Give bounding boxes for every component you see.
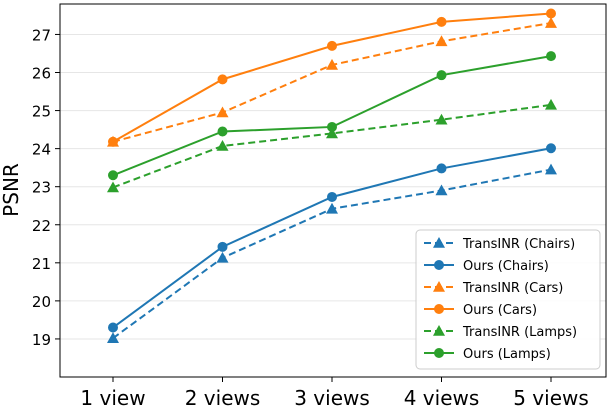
gridlines: [60, 33, 606, 340]
x-tick-label: 2 views: [185, 386, 261, 407]
legend-entry: Ours (Chairs): [424, 259, 549, 274]
data-point: [435, 113, 448, 125]
series-3: [108, 8, 556, 147]
y-tick-label: 19: [32, 331, 51, 349]
legend: TransINR (Chairs) Ours (Chairs) TransINR (…: [415, 229, 601, 370]
data-point: [545, 98, 557, 110]
legend-entry: TransINR (Lamps): [424, 325, 577, 340]
y-tick-label: 24: [32, 141, 51, 159]
legend-entry: TransINR (Cars): [424, 281, 563, 296]
y-axis: 19 20 21 22 23 24 25 26 27: [32, 26, 60, 349]
legend-label: Ours (Lamps): [463, 347, 551, 362]
series-group: [107, 8, 557, 343]
legend-marker: [433, 281, 445, 292]
series-line: [112, 103, 552, 189]
data-point: [108, 322, 118, 333]
data-point: [436, 70, 447, 81]
data-point: [545, 163, 557, 175]
legend-marker: [434, 304, 444, 314]
data-point: [327, 40, 337, 51]
data-point: [216, 139, 229, 151]
data-point: [546, 51, 556, 62]
data-point: [107, 332, 119, 343]
legend-entry: Ours (Cars): [424, 303, 537, 318]
x-tick-label: 1 view: [80, 386, 145, 407]
x-axis: 1 view 2 views 3 views 4 views 5 views: [80, 377, 589, 407]
data-point: [216, 251, 229, 263]
legend-entry: TransINR (Chairs): [424, 237, 575, 252]
data-point: [327, 191, 337, 202]
y-tick-label: 26: [32, 65, 51, 83]
y-tick-label: 20: [32, 293, 51, 311]
data-point: [545, 17, 557, 28]
series-4: [107, 98, 557, 193]
y-tick-label: 21: [32, 255, 51, 273]
data-point: [217, 241, 228, 252]
legend-entry: Ours (Lamps): [424, 347, 551, 362]
x-tick-label: 5 views: [513, 386, 589, 407]
legend-label: TransINR (Chairs): [462, 237, 575, 252]
data-point: [108, 136, 118, 147]
x-tick-label: 4 views: [404, 386, 480, 407]
data-point: [435, 184, 448, 196]
series-5: [108, 51, 556, 181]
data-point: [546, 8, 556, 19]
data-point: [326, 58, 338, 70]
data-point: [327, 121, 337, 132]
legend-marker: [433, 237, 445, 248]
legend-marker: [434, 260, 444, 270]
data-point: [216, 106, 229, 118]
legend-label: TransINR (Lamps): [462, 325, 577, 340]
data-point: [217, 126, 228, 137]
legend-marker: [434, 348, 444, 358]
y-tick-label: 23: [32, 179, 51, 197]
y-axis-label: PSNR: [0, 163, 23, 217]
y-tick-label: 27: [32, 26, 51, 44]
legend-label: TransINR (Cars): [462, 281, 563, 296]
data-point: [326, 127, 338, 139]
legend-label: Ours (Chairs): [463, 259, 549, 274]
series-0: [107, 163, 557, 343]
series-1: [108, 143, 556, 333]
data-point: [435, 35, 448, 47]
data-point: [107, 181, 119, 193]
data-point: [217, 74, 228, 85]
data-point: [326, 202, 338, 214]
data-point: [436, 163, 447, 174]
x-tick-label: 3 views: [294, 386, 370, 407]
legend-box: [415, 229, 601, 370]
data-point: [108, 170, 118, 181]
data-point: [436, 16, 447, 27]
data-point: [546, 143, 556, 154]
plot-frame: [59, 3, 607, 378]
series-line: [112, 55, 552, 177]
y-tick-label: 25: [32, 103, 51, 121]
legend-marker: [433, 325, 445, 336]
y-tick-label: 22: [32, 217, 51, 235]
legend-label: Ours (Cars): [463, 303, 537, 318]
